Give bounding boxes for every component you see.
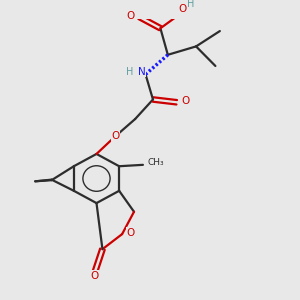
Text: O: O [178,4,187,14]
Text: H: H [187,0,195,9]
Text: O: O [90,271,98,281]
Text: O: O [181,96,189,106]
Text: N: N [138,67,146,76]
Text: O: O [126,228,135,238]
Text: H: H [126,67,134,76]
Text: O: O [127,11,135,21]
Text: O: O [111,131,120,141]
Text: CH₃: CH₃ [147,158,164,167]
